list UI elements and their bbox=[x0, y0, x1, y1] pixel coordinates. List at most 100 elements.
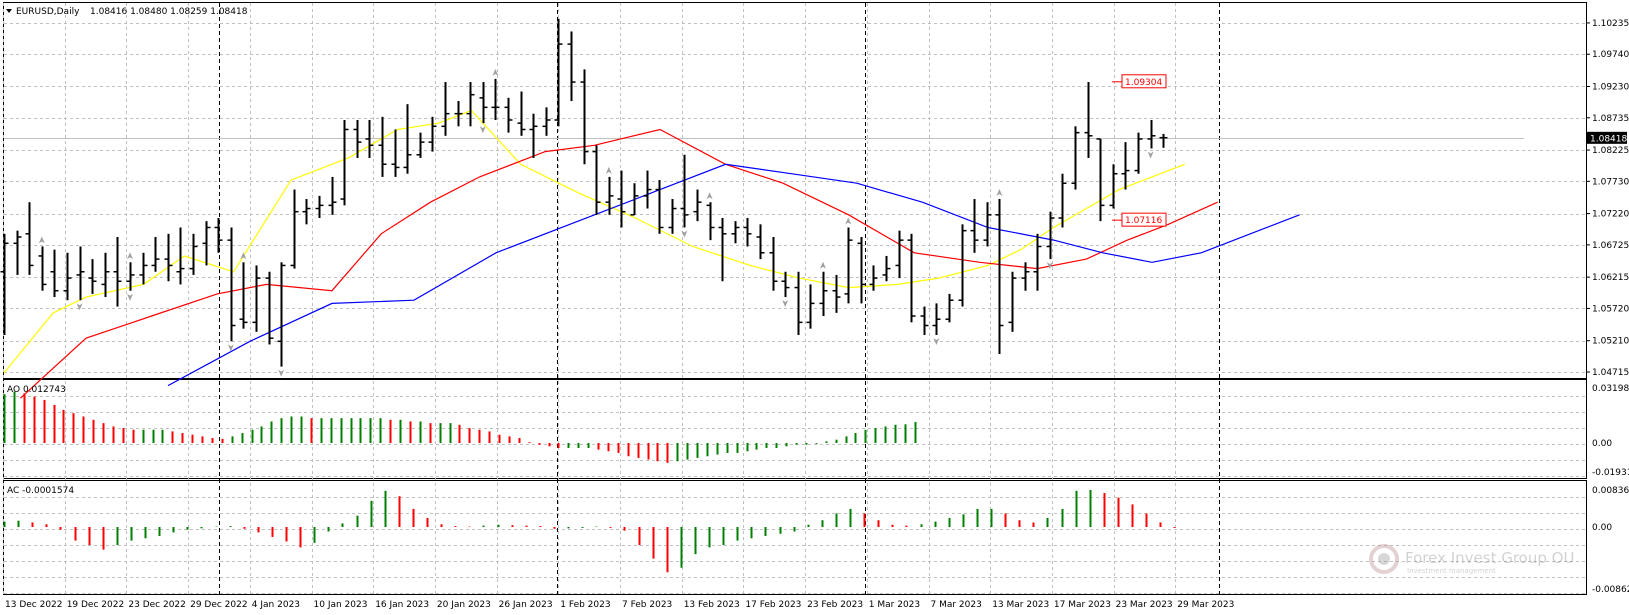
date-axis-label: 17 Mar 2023 bbox=[1054, 600, 1111, 610]
ohlc-bar bbox=[869, 265, 878, 291]
ohlc-bar bbox=[945, 293, 954, 323]
ohlc-bar bbox=[1121, 142, 1130, 190]
ohlc-bar bbox=[756, 224, 765, 260]
ohlc-bar bbox=[126, 262, 135, 291]
ohlc-bar bbox=[731, 221, 740, 244]
ohlc-bar bbox=[1084, 82, 1093, 158]
price-axis-label: 1.07730 bbox=[1592, 177, 1629, 187]
ohlc-bar bbox=[1134, 132, 1143, 174]
ao-pane[interactable] bbox=[3, 379, 1587, 479]
ohlc-bar bbox=[164, 233, 173, 282]
date-axis-label: 23 Feb 2023 bbox=[807, 600, 863, 610]
ohlc-bar bbox=[983, 202, 992, 247]
ohlc-bar bbox=[391, 129, 400, 177]
ohlc-bar bbox=[340, 119, 349, 206]
price-axis-label: 1.05720 bbox=[1592, 304, 1629, 314]
price-axis-label: 1.09740 bbox=[1592, 50, 1629, 60]
ohlc-bar bbox=[1096, 138, 1105, 222]
ohlc-bar bbox=[189, 233, 198, 275]
ohlc-bar bbox=[50, 249, 59, 298]
fractal-down-marker-icon bbox=[479, 126, 486, 134]
ohlc-bar bbox=[706, 202, 715, 241]
chart-menu-triangle-icon[interactable] bbox=[6, 9, 12, 13]
ohlc-bar bbox=[403, 104, 412, 174]
ohlc-bar bbox=[920, 306, 929, 335]
ohlc-bar bbox=[970, 199, 979, 253]
ohlc-bar bbox=[0, 233, 9, 335]
price-axis-label: 1.08735 bbox=[1592, 114, 1629, 124]
date-axis-label: 29 Dec 2022 bbox=[190, 600, 248, 610]
ohlc-bar bbox=[932, 303, 941, 335]
ohlc-bar bbox=[1071, 126, 1080, 190]
date-axis-label: 26 Jan 2023 bbox=[499, 600, 553, 610]
fractal-markers bbox=[38, 68, 1154, 377]
ohlc-readout: 1.08416 1.08480 1.08259 1.08418 bbox=[90, 7, 248, 17]
ohlc-bar bbox=[113, 236, 122, 307]
ohlc-bar bbox=[290, 189, 299, 269]
ohlc-bar bbox=[491, 78, 500, 120]
current-price-box bbox=[1587, 131, 1627, 144]
watermark-logo: Forex Invest Group OU Investment managem… bbox=[1369, 544, 1574, 575]
price-axis-label: 1.05210 bbox=[1592, 337, 1629, 347]
ac-axis-label: 0.00 bbox=[1592, 523, 1612, 533]
ohlc-bar bbox=[328, 176, 337, 215]
ohlc-bar bbox=[617, 170, 626, 228]
fractal-down-marker-icon bbox=[681, 230, 688, 238]
ac-histogram bbox=[3, 489, 1176, 573]
ohlc-bar bbox=[88, 259, 97, 294]
ohlc-bar bbox=[1159, 133, 1168, 148]
price-bars bbox=[0, 18, 1168, 367]
ohlc-bar bbox=[76, 246, 85, 301]
date-axis-label: 13 Mar 2023 bbox=[992, 600, 1049, 610]
ohlc-bar bbox=[1046, 211, 1055, 260]
current-price-label: 1.08418 bbox=[1590, 134, 1627, 144]
ohlc-bar bbox=[176, 227, 185, 285]
fractal-down-marker-icon bbox=[1046, 262, 1053, 270]
ohlc-bar bbox=[239, 262, 248, 329]
ohlc-bar bbox=[63, 252, 72, 301]
moving-averages bbox=[3, 109, 1300, 399]
ohlc-bar bbox=[277, 262, 286, 367]
price-axis-label: 1.06215 bbox=[1592, 273, 1629, 283]
ohlc-bar bbox=[680, 154, 689, 228]
watermark-logo-icon bbox=[1369, 544, 1399, 574]
chart-title: EURUSD,Daily bbox=[16, 7, 80, 17]
ohlc-bar bbox=[151, 236, 160, 272]
fractal-down-marker-icon bbox=[1147, 151, 1154, 159]
ohlc-bar bbox=[907, 233, 916, 323]
ma-mid-line bbox=[19, 128, 1218, 399]
ohlc-bar bbox=[781, 271, 790, 298]
ao-axis-label: -0.019319 bbox=[1592, 468, 1629, 478]
level-label-box bbox=[1121, 74, 1167, 89]
ohlc-bar bbox=[643, 170, 652, 209]
price-axis-label: 1.09230 bbox=[1592, 82, 1629, 92]
ohlc-bar bbox=[227, 227, 236, 342]
ohlc-bar bbox=[1021, 262, 1030, 291]
price-pane[interactable] bbox=[3, 2, 1587, 379]
fractal-up-marker-icon bbox=[605, 166, 612, 174]
fractal-down-marker-icon bbox=[278, 369, 285, 377]
ohlc-bar bbox=[655, 180, 664, 234]
ohlc-bar bbox=[605, 176, 614, 215]
date-axis-label: 1 Mar 2023 bbox=[869, 600, 920, 610]
ohlc-bar bbox=[1058, 173, 1067, 228]
level-label: 1.07116 bbox=[1125, 216, 1162, 226]
watermark-subtitle: Investment management bbox=[1407, 567, 1496, 575]
ma-slow-line bbox=[167, 163, 1300, 387]
ohlc-bar bbox=[454, 101, 463, 127]
ohlc-bar bbox=[592, 145, 601, 215]
ohlc-bar bbox=[1008, 271, 1017, 332]
date-axis-label: 16 Jan 2023 bbox=[375, 600, 429, 610]
date-axis-label: 13 Feb 2023 bbox=[684, 600, 740, 610]
ohlc-bar bbox=[25, 202, 34, 275]
ac-pane[interactable] bbox=[3, 480, 1587, 595]
ohlc-bar bbox=[428, 116, 437, 152]
ao-histogram bbox=[3, 391, 917, 463]
ohlc-bar bbox=[542, 107, 551, 136]
ohlc-bar bbox=[554, 18, 563, 127]
ohlc-bar bbox=[466, 82, 475, 127]
price-axis-label: 1.08225 bbox=[1592, 146, 1629, 156]
price-axis-label: 1.04715 bbox=[1592, 368, 1629, 378]
ohlc-bar bbox=[718, 218, 727, 282]
